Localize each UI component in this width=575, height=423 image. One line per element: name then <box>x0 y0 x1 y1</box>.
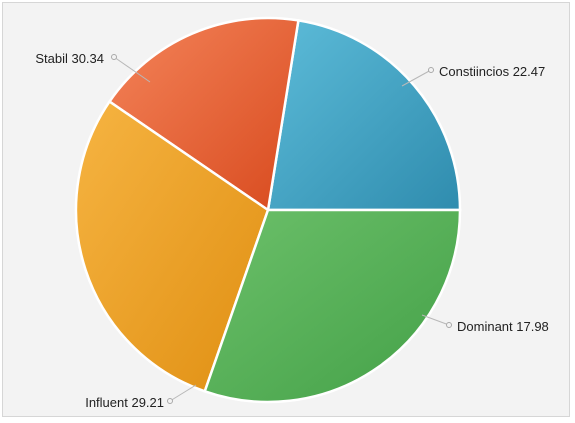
pie-slice-stabil[interactable] <box>203 208 462 404</box>
pie-slice-influent[interactable] <box>74 99 270 393</box>
slice-label-stabil: Stabil 30.34 <box>35 51 104 66</box>
pie-slice-dominant[interactable] <box>107 16 300 213</box>
leader-dot <box>428 67 434 73</box>
leader-line <box>113 56 151 83</box>
slice-label-dominant: Dominant 17.98 <box>457 319 549 334</box>
leader-dot <box>111 54 117 60</box>
leader-lines <box>111 54 452 404</box>
slice-labels: Constiincios 22.47 Dominant 17.98 Influent… <box>35 51 548 410</box>
slice-label-constiincios: Constiincios 22.47 <box>439 64 545 79</box>
leader-line <box>401 69 432 87</box>
leader-line <box>421 314 450 326</box>
leader-dot <box>167 398 173 404</box>
pie-slice-constiincios[interactable] <box>266 18 462 212</box>
slice-label-influent: Influent 29.21 <box>85 395 164 410</box>
leader-dot <box>446 322 452 328</box>
pie-slices <box>74 16 462 404</box>
leader-line <box>169 384 197 402</box>
